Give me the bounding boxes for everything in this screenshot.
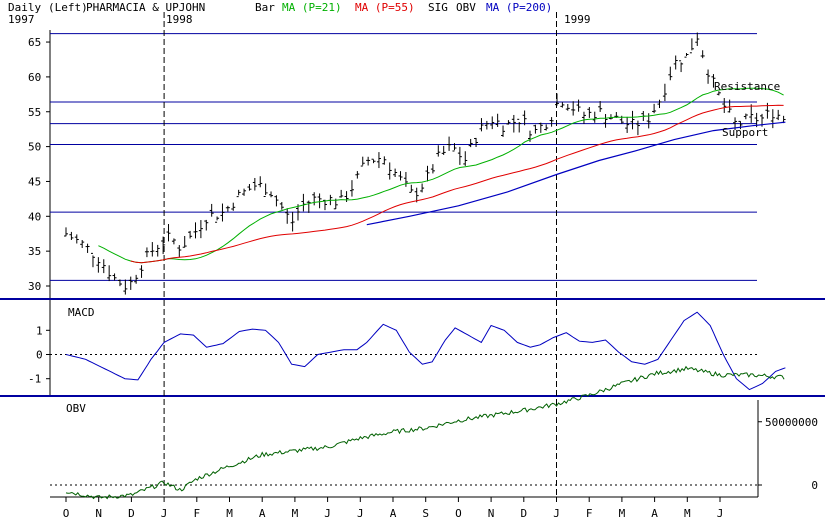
month-label: N (95, 507, 102, 520)
legend-ma-fast: MA (P=21) (282, 1, 342, 14)
macd-line (65, 311, 786, 391)
month-label: M (226, 507, 233, 520)
macd-panel-label: MACD (68, 306, 95, 319)
month-label: F (586, 507, 593, 520)
month-label: J (357, 507, 364, 520)
month-label: M (292, 507, 299, 520)
year-label-1999: 1999 (564, 13, 591, 26)
macd-y-tick-label: -1 (28, 373, 41, 386)
grid-layer (50, 12, 757, 497)
legend-obv: OBV (456, 1, 476, 14)
month-label: J (553, 507, 560, 520)
month-label: D (128, 507, 135, 520)
legend-ma-mid: MA (P=55) (355, 1, 415, 14)
support-annotation: Support (722, 126, 768, 139)
legend-sig: SIG (428, 1, 448, 14)
month-label: A (259, 507, 266, 520)
macd-y-tick-label: 0 (36, 349, 43, 362)
year-label-1997: 1997 (8, 13, 35, 26)
legend-ma-slow: MA (P=200) (486, 1, 552, 14)
month-label: D (520, 507, 527, 520)
price-y-tick-label: 40 (28, 210, 41, 223)
header-side: (Left) (48, 1, 88, 14)
price-bars-layer (64, 32, 786, 295)
macd-layer (65, 311, 786, 391)
month-label: O (455, 507, 462, 520)
month-label: J (717, 507, 724, 520)
obv-y-tick-label: 0 (811, 479, 818, 492)
obv-layer (65, 365, 785, 500)
price-y-tick-label: 55 (28, 106, 41, 119)
month-label: O (63, 507, 70, 520)
price-y-tick-label: 35 (28, 245, 41, 258)
price-y-tick-label: 45 (28, 175, 41, 188)
month-label: J (161, 507, 168, 520)
obv-y-tick-label: 50000000 (765, 416, 818, 429)
price-y-tick-label: 60 (28, 71, 41, 84)
month-label: N (488, 507, 495, 520)
price-y-tick-label: 65 (28, 36, 41, 49)
year-label-1998: 1998 (166, 13, 193, 26)
axis-ticks-layer: 30 35 40 45 50 55 60 65 -1 0 1 0 50000000 O N D J F M A M J J A… (28, 36, 818, 520)
obv-panel-label: OBV (66, 402, 86, 415)
header-ticker: PHARMACIA & UPJOHN (86, 1, 205, 14)
month-label: F (193, 507, 200, 520)
header-style: Bar (255, 1, 275, 14)
ma-slow-line (366, 121, 786, 226)
price-y-tick-label: 50 (28, 141, 41, 154)
month-label: J (324, 507, 331, 520)
month-label: A (651, 507, 658, 520)
price-y-tick-label: 30 (28, 280, 41, 293)
month-label: A (390, 507, 397, 520)
moving-average-layer (98, 87, 786, 264)
month-label: S (422, 507, 429, 520)
ma-fast-line (98, 87, 784, 264)
ma-mid-line (130, 104, 784, 264)
obv-line (65, 365, 785, 500)
month-label: M (684, 507, 691, 520)
macd-y-tick-label: 1 (36, 324, 43, 337)
header-period: Daily (8, 1, 41, 14)
month-label: M (619, 507, 626, 520)
resistance-annotation: Resistance (714, 80, 780, 93)
